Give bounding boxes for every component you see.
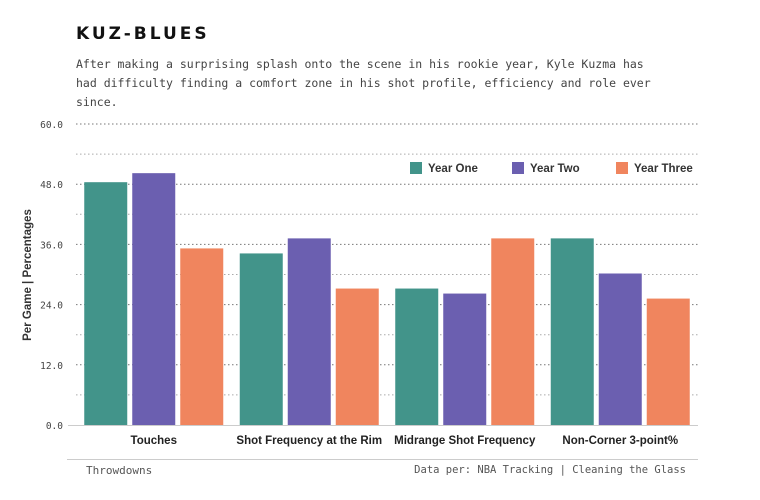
bar bbox=[550, 238, 594, 425]
x-tick-label: Non-Corner 3-point% bbox=[562, 435, 678, 447]
bar bbox=[287, 238, 331, 425]
x-tick-label: Shot Frequency at the Rim bbox=[236, 435, 382, 447]
y-tick-label: 36.0 bbox=[40, 240, 63, 251]
y-axis: 0.0 12.0 24.0 36.0 48.0 60.0 bbox=[40, 120, 698, 432]
footer-data-credit: Data per: NBA Tracking | Cleaning the Gl… bbox=[414, 464, 686, 476]
x-axis: Touches Shot Frequency at the Rim Midrange… bbox=[131, 435, 679, 447]
bar bbox=[180, 248, 224, 425]
bars bbox=[84, 173, 690, 425]
bar bbox=[84, 182, 128, 425]
y-tick-label: 12.0 bbox=[40, 361, 63, 372]
legend-swatch bbox=[616, 162, 628, 174]
chart-subtitle: After making a surprising splash onto th… bbox=[76, 57, 651, 109]
legend-label: Year Two bbox=[530, 163, 580, 175]
bar bbox=[395, 288, 439, 425]
bar bbox=[239, 253, 283, 425]
footer-divider bbox=[67, 459, 698, 460]
y-axis-label: Per Game | Percentages bbox=[22, 209, 34, 341]
y-tick-label: 0.0 bbox=[46, 421, 63, 432]
legend-label: Year One bbox=[428, 163, 478, 175]
legend-swatch bbox=[410, 162, 422, 174]
x-tick-label: Touches bbox=[131, 435, 177, 447]
bar bbox=[132, 173, 176, 425]
footer-source-label: Throwdowns bbox=[86, 464, 153, 477]
legend-swatch bbox=[512, 162, 524, 174]
bar bbox=[335, 288, 379, 425]
y-tick-label: 48.0 bbox=[40, 180, 63, 191]
y-tick-label: 24.0 bbox=[40, 301, 63, 312]
bar bbox=[598, 273, 642, 425]
bar bbox=[443, 293, 487, 425]
legend-label: Year Three bbox=[634, 163, 693, 175]
bar bbox=[646, 298, 690, 425]
y-tick-label: 60.0 bbox=[40, 120, 63, 131]
x-tick-label: Midrange Shot Frequency bbox=[394, 435, 536, 447]
bar bbox=[491, 238, 535, 425]
chart-title: KUZ-BLUES bbox=[76, 24, 210, 44]
legend: Year One Year Two Year Three bbox=[410, 162, 693, 175]
